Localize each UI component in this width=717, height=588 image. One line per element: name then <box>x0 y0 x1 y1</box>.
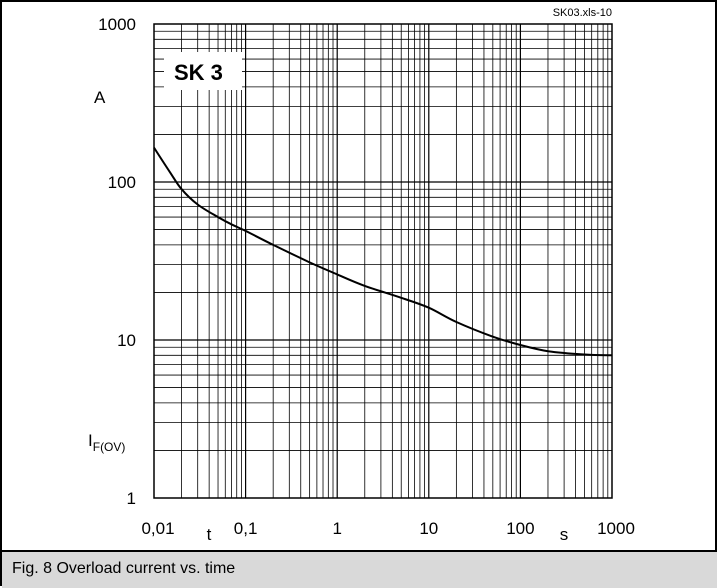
chart: SK 3 SK03.xls-10 1 10 100 1000 0,01 0,1 1 10 10… <box>88 7 635 544</box>
x-unit: s <box>560 525 569 544</box>
y-axis-label-main: I <box>88 431 93 450</box>
x-tick-label: 1 <box>332 519 341 538</box>
x-tick-label: 1000 <box>597 519 635 538</box>
x-tick-label: 0,01 <box>141 519 174 538</box>
x-axis-label: t <box>207 525 212 544</box>
title-background <box>164 52 242 90</box>
title-box: SK 3 <box>164 52 242 90</box>
y-tick-labels: 1 10 100 1000 <box>98 15 136 508</box>
x-tick-label: 100 <box>506 519 534 538</box>
caption-text: Fig. 8 Overload current vs. time <box>12 560 236 577</box>
chart-title: SK 3 <box>174 60 223 85</box>
grid <box>154 24 612 498</box>
y-axis-label-sub: F(OV) <box>93 440 126 454</box>
y-unit: A <box>94 88 106 107</box>
x-tick-labels: 0,01 0,1 1 10 100 1000 <box>141 519 634 538</box>
y-tick-label: 10 <box>117 331 136 350</box>
y-axis-label: IF(OV) <box>88 431 125 454</box>
x-tick-label: 10 <box>419 519 438 538</box>
x-tick-label: 0,1 <box>234 519 258 538</box>
figure-caption: Fig. 8 Overload current vs. time <box>2 550 717 588</box>
plot-border <box>153 23 613 499</box>
file-label: SK03.xls-10 <box>553 7 612 19</box>
y-tick-label: 1 <box>127 489 136 508</box>
overload-current-curve <box>153 147 613 357</box>
y-tick-label: 100 <box>108 173 136 192</box>
y-tick-label: 1000 <box>98 15 136 34</box>
